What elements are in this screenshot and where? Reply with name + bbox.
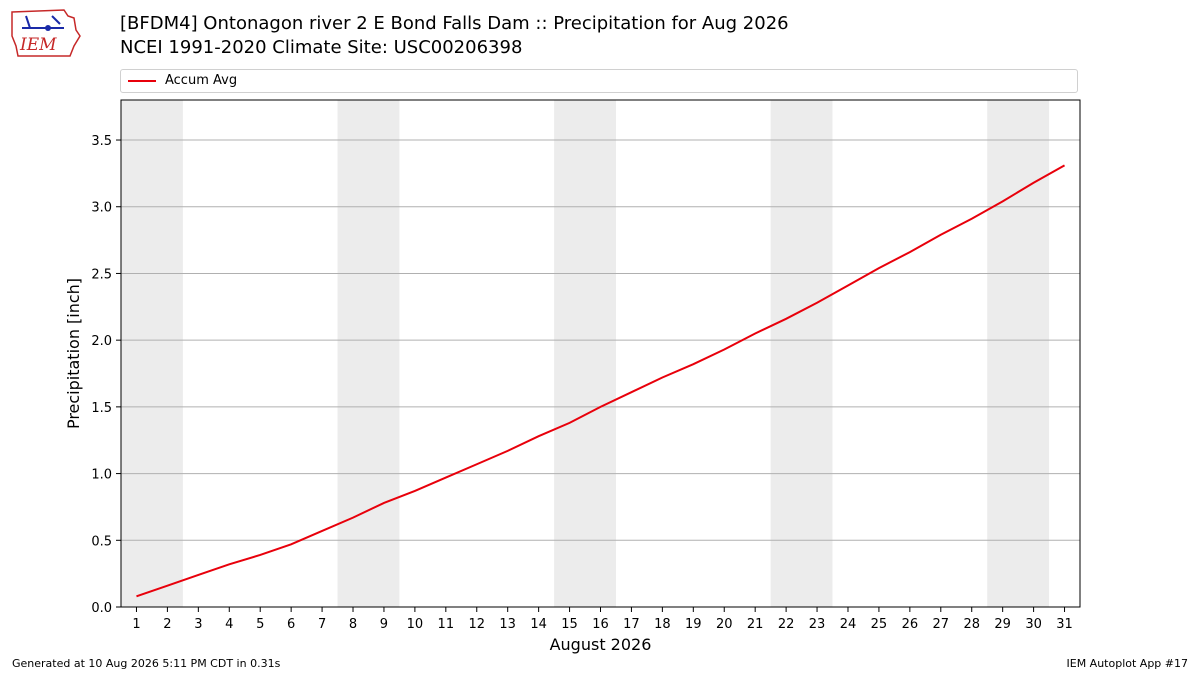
x-tick-label: 5 [256, 617, 264, 632]
y-tick-label: 3.0 [91, 201, 112, 216]
x-tick-label: 3 [194, 617, 202, 632]
svg-text:IEM: IEM [19, 35, 57, 55]
x-tick-label: 22 [778, 617, 795, 632]
x-tick-label: 25 [871, 617, 888, 632]
footer-app-id: IEM Autoplot App #17 [1066, 657, 1189, 670]
x-tick-label: 9 [380, 617, 388, 632]
x-tick-label: 20 [716, 617, 733, 632]
chart-title-line2: NCEI 1991-2020 Climate Site: USC00206398 [120, 37, 523, 58]
x-tick-label: 28 [963, 617, 980, 632]
x-axis-label: August 2026 [550, 635, 652, 654]
series-line-accum-avg [136, 164, 1066, 598]
legend-swatch-accum-avg [128, 80, 156, 82]
weekend-band-2 [337, 100, 400, 607]
weekend-band-5 [987, 100, 1050, 607]
footer-generated: Generated at 10 Aug 2026 5:11 PM CDT in … [12, 657, 281, 670]
plot-frame [120, 99, 1081, 608]
x-tick-label: 18 [654, 617, 671, 632]
x-tick-label: 17 [623, 617, 640, 632]
y-tick-label: 0.5 [91, 534, 112, 549]
x-tick-label: 19 [685, 617, 702, 632]
x-tick-label: 11 [438, 617, 455, 632]
x-tick-label: 2 [163, 617, 171, 632]
weekend-band-3 [554, 100, 616, 607]
x-tick-label: 14 [530, 617, 547, 632]
x-tick-label: 6 [287, 617, 295, 632]
x-tick-label: 31 [1056, 617, 1073, 632]
y-tick-label: 0.0 [91, 601, 112, 616]
x-tick-label: 30 [1025, 617, 1042, 632]
y-tick-label: 2.0 [91, 334, 112, 349]
y-tick-label: 3.5 [91, 134, 112, 149]
chart-title-line1: [BFDM4] Ontonagon river 2 E Bond Falls D… [120, 13, 789, 34]
legend: Accum Avg [120, 69, 1078, 93]
weekend-band-4 [770, 100, 833, 607]
x-tick-label: 12 [468, 617, 485, 632]
y-tick-label: 1.5 [91, 401, 112, 416]
x-tick-label: 10 [407, 617, 424, 632]
x-tick-label: 16 [592, 617, 609, 632]
x-tick-label: 13 [499, 617, 516, 632]
x-tick-label: 23 [809, 617, 826, 632]
x-tick-label: 24 [840, 617, 857, 632]
x-tick-label: 15 [561, 617, 578, 632]
y-tick-label: 2.5 [91, 267, 112, 282]
chart-title: [BFDM4] Ontonagon river 2 E Bond Falls D… [120, 12, 789, 60]
x-tick-label: 21 [747, 617, 764, 632]
x-tick-label: 4 [225, 617, 233, 632]
x-tick-label: 1 [132, 617, 140, 632]
x-tick-label: 29 [994, 617, 1011, 632]
x-tick-label: 8 [349, 617, 357, 632]
x-tick-label: 26 [902, 617, 919, 632]
iem-logo: IEM [11, 9, 81, 57]
legend-label-accum-avg: Accum Avg [165, 73, 238, 88]
y-axis-label: Precipitation [inch] [64, 278, 83, 429]
y-tick-label: 1.0 [91, 468, 112, 483]
x-tick-label: 27 [933, 617, 950, 632]
x-tick-label: 7 [318, 617, 326, 632]
weekend-band-1 [121, 100, 183, 607]
